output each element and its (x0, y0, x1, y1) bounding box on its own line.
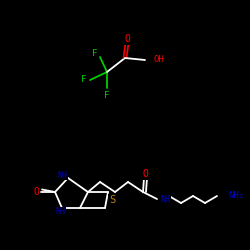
Text: F: F (92, 50, 97, 58)
Text: O: O (124, 34, 130, 44)
Text: F: F (104, 91, 110, 100)
Text: F: F (80, 76, 86, 84)
Text: NH₂: NH₂ (228, 192, 244, 200)
Text: O: O (33, 187, 39, 197)
Text: O: O (142, 169, 148, 179)
Text: NH: NH (57, 170, 67, 179)
Text: NH: NH (160, 196, 170, 204)
Text: S: S (109, 195, 115, 205)
Text: OH: OH (153, 56, 164, 64)
Text: NH: NH (55, 208, 65, 216)
